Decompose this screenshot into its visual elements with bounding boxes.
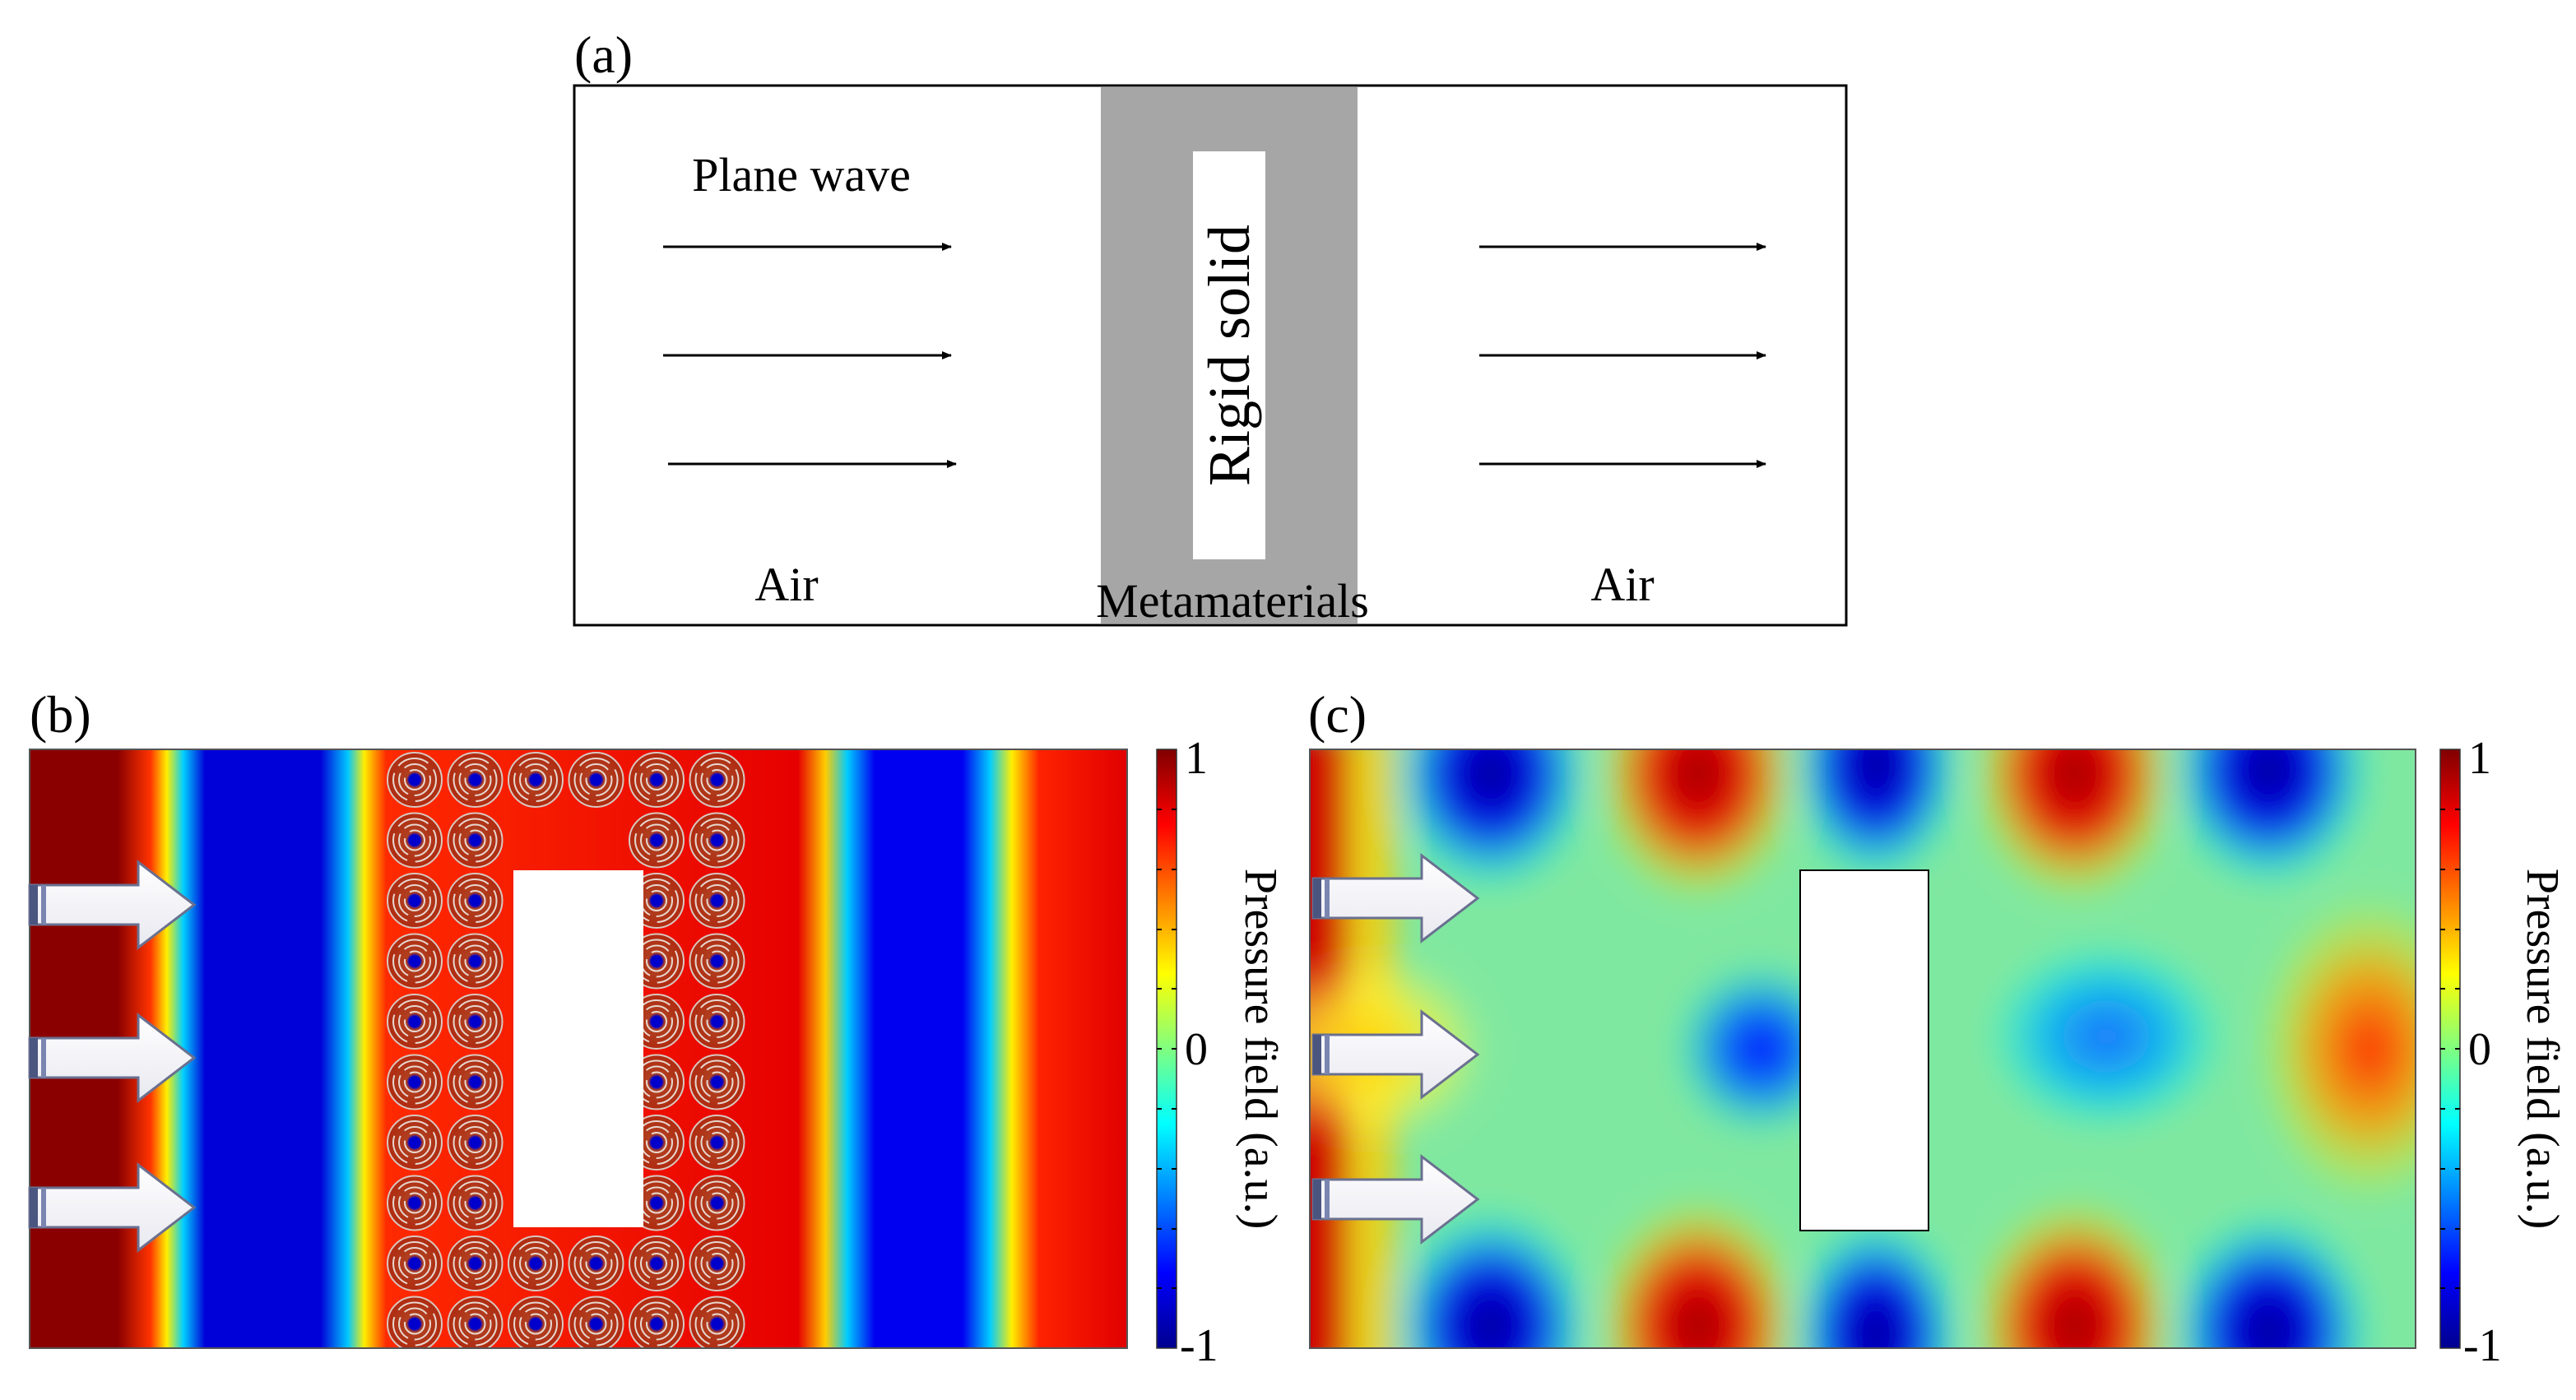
metamaterial-cell (387, 873, 443, 929)
panel-b: (b) (28, 685, 1286, 1371)
metamaterial-cell (447, 994, 504, 1050)
colorbar-c: 1 0 -1 Pressure field (a.u.) (2439, 733, 2568, 1371)
rigid-solid-cutout-b (513, 870, 643, 1227)
metamaterial-cell (689, 752, 745, 808)
input-arrows-b (28, 860, 196, 1252)
panel-c-label: (c) (1308, 685, 1367, 744)
metamaterial-cell (447, 1115, 504, 1171)
transmitted-arrows (1479, 243, 1766, 468)
colorbar-b-zero: 0 (1185, 1024, 1208, 1075)
metamaterial-cell (447, 1235, 504, 1291)
plane-wave-label: Plane wave (692, 148, 911, 202)
colorbar-c-max: 1 (2468, 733, 2491, 784)
metamaterial-cell (689, 933, 745, 990)
air-left-label: Air (754, 558, 818, 611)
metamaterial-cell (689, 1296, 745, 1348)
metamaterial-cell (689, 1054, 745, 1110)
input-arrows-c (1311, 854, 1479, 1244)
metamaterial-cell (629, 1296, 685, 1348)
panel-a: (a) Rigid solid Plane wave Air Air Metam… (573, 25, 1848, 628)
metamaterial-cell (387, 1115, 443, 1171)
colorbar-c-title: Pressure field (a.u.) (2517, 869, 2568, 1230)
metamaterial-cell (689, 812, 745, 869)
field-frame-c (1309, 749, 2416, 1349)
metamaterial-cell (387, 1296, 443, 1348)
colorbar-b-title: Pressure field (a.u.) (1235, 869, 1286, 1230)
metamaterial-cell (689, 873, 745, 929)
metamaterial-cell (568, 1296, 624, 1348)
metamaterials-label: Metamaterials (1096, 574, 1369, 628)
colorbar-b: 1 0 -1 Pressure field (a.u.) (1156, 733, 1286, 1371)
metamaterial-cell (387, 812, 443, 869)
colorbar-b-min: -1 (1180, 1320, 1218, 1371)
metamaterial-cell (387, 994, 443, 1050)
metamaterial-cell (689, 1115, 745, 1171)
rigid-solid-block (1193, 151, 1265, 559)
metamaterial-cell (508, 1235, 564, 1291)
rigid-solid-label: Rigid solid (1196, 225, 1262, 486)
colorbar-c-zero: 0 (2468, 1024, 2491, 1075)
metamaterial-cell (629, 812, 685, 869)
metamaterial-cell (629, 1235, 685, 1291)
metamaterial-cell (689, 994, 745, 1050)
air-right-label: Air (1590, 558, 1654, 611)
metamaterial-cell (689, 1175, 745, 1231)
metamaterial-cell (568, 752, 624, 808)
panel-a-label: (a) (574, 25, 633, 84)
metamaterial-cell (387, 1175, 443, 1231)
metamaterial-cell (568, 1235, 624, 1291)
metamaterial-cell (387, 1235, 443, 1291)
pressure-field-b (30, 749, 1127, 1348)
metamaterial-cell (387, 933, 443, 990)
metamaterial-cell (387, 752, 443, 808)
colorbar-c-min: -1 (2463, 1320, 2502, 1371)
panel-c: (c) (1308, 685, 2568, 1371)
rigid-solid-cutout-c (1799, 869, 1929, 1231)
metamaterial-cell (447, 1296, 504, 1348)
metamaterial-cell (447, 1175, 504, 1231)
metamaterial-cell (447, 873, 504, 929)
metamaterial-cell (447, 1054, 504, 1110)
incident-arrows (663, 243, 957, 468)
metamaterial-cell (689, 1235, 745, 1291)
metamaterial-cell (447, 933, 504, 990)
metamaterial-cell (447, 752, 504, 808)
colorbar-b-max: 1 (1185, 733, 1208, 784)
panel-b-label: (b) (30, 685, 91, 744)
metamaterial-cell (508, 1296, 564, 1348)
metamaterial-cell (508, 752, 564, 808)
metamaterial-cell (629, 752, 685, 808)
metamaterial-cell (387, 1054, 443, 1110)
metamaterial-cell (447, 812, 504, 869)
